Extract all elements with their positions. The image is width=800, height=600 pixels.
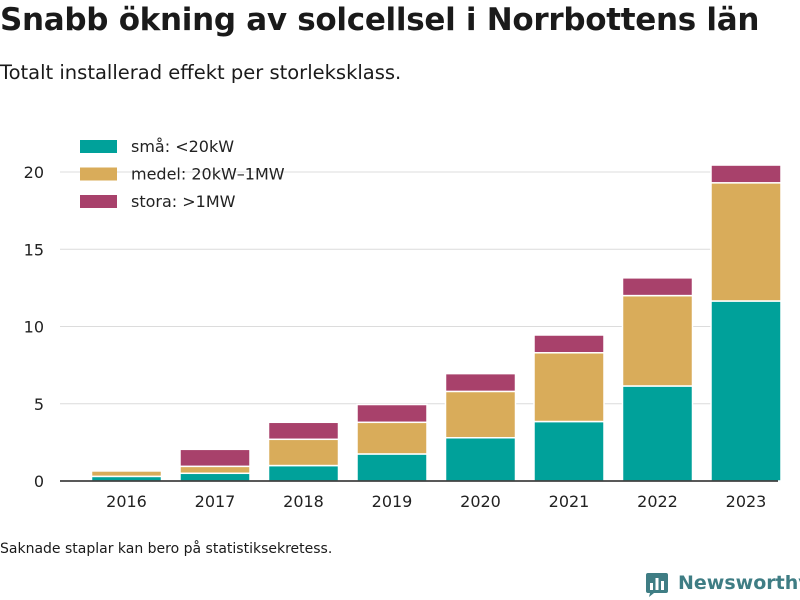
- bar-2020-series-1: [444, 390, 517, 439]
- bar-2023-series-0: [710, 300, 782, 482]
- bar-2021-series-0: [533, 420, 605, 482]
- bar-2016-series-1: [90, 470, 163, 478]
- chart-subtitle: Totalt installerad effekt per storlekskl…: [0, 61, 402, 84]
- bar-2020-series-2: [444, 372, 517, 393]
- y-tick-label: 5: [34, 395, 44, 414]
- bar-2019-series-1: [356, 421, 428, 455]
- x-tick-label-2022: 2022: [637, 492, 678, 511]
- bar-2018-series-0: [267, 464, 340, 482]
- x-tick-label-2021: 2021: [549, 492, 590, 511]
- legend-swatch-1: [80, 167, 117, 181]
- x-tick-label-2017: 2017: [195, 492, 236, 511]
- chart-title: Snabb ökning av solcellsel i Norrbottens…: [0, 2, 760, 38]
- bar-2017-series-0: [179, 472, 251, 482]
- bar-2023-series-2: [710, 164, 782, 184]
- bar-2023-series-1: [710, 182, 782, 302]
- x-tick-label-2018: 2018: [283, 492, 324, 511]
- x-tick-label-2016: 2016: [106, 492, 147, 511]
- bar-2022-series-0: [621, 385, 694, 482]
- bar-2021-series-2: [533, 334, 605, 354]
- bar-2017-series-2: [179, 448, 251, 468]
- bar-2018-series-1: [267, 438, 340, 467]
- bar-2018-series-2: [267, 421, 340, 441]
- legend-label-1: medel: 20kW–1MW: [131, 165, 285, 184]
- y-tick-label: 20: [24, 163, 44, 182]
- bar-2022-series-1: [621, 294, 694, 387]
- bar-2022-series-2: [621, 277, 694, 297]
- x-tick-label-2020: 2020: [460, 492, 501, 511]
- bars: [90, 164, 782, 482]
- bar-chart-icon: [646, 573, 668, 597]
- x-tick-label-2023: 2023: [726, 492, 767, 511]
- legend-swatch-0: [80, 140, 117, 153]
- stacked-bar-chart: 0 5 10 15 20 2016 2017 2018 2019 2020 2021 2022 2023…: [24, 137, 782, 511]
- bar-2021-series-1: [533, 352, 605, 423]
- legend: små: <20kW medel: 20kW–1MW stora: >1MW: [80, 137, 285, 211]
- legend-swatch-2: [80, 195, 117, 208]
- legend-label-0: små: <20kW: [131, 137, 234, 156]
- bar-2019-series-0: [356, 453, 428, 482]
- y-tick-label: 10: [24, 318, 44, 337]
- x-tick-label-2019: 2019: [372, 492, 413, 511]
- bar-2017-series-1: [179, 465, 251, 475]
- axes: 0 5 10 15 20 2016 2017 2018 2019 2020 2021 2022 2023: [24, 163, 778, 511]
- bar-2020-series-0: [444, 436, 517, 482]
- y-tick-label: 15: [24, 240, 44, 259]
- y-tick-label: 0: [34, 472, 44, 491]
- brand-logo-link[interactable]: Newsworthy: [645, 570, 800, 600]
- legend-label-2: stora: >1MW: [131, 192, 236, 211]
- brand-name: Newsworthy: [678, 572, 800, 594]
- footnote: Saknade staplar kan bero på statistiksek…: [0, 541, 333, 557]
- bar-2019-series-2: [356, 403, 428, 424]
